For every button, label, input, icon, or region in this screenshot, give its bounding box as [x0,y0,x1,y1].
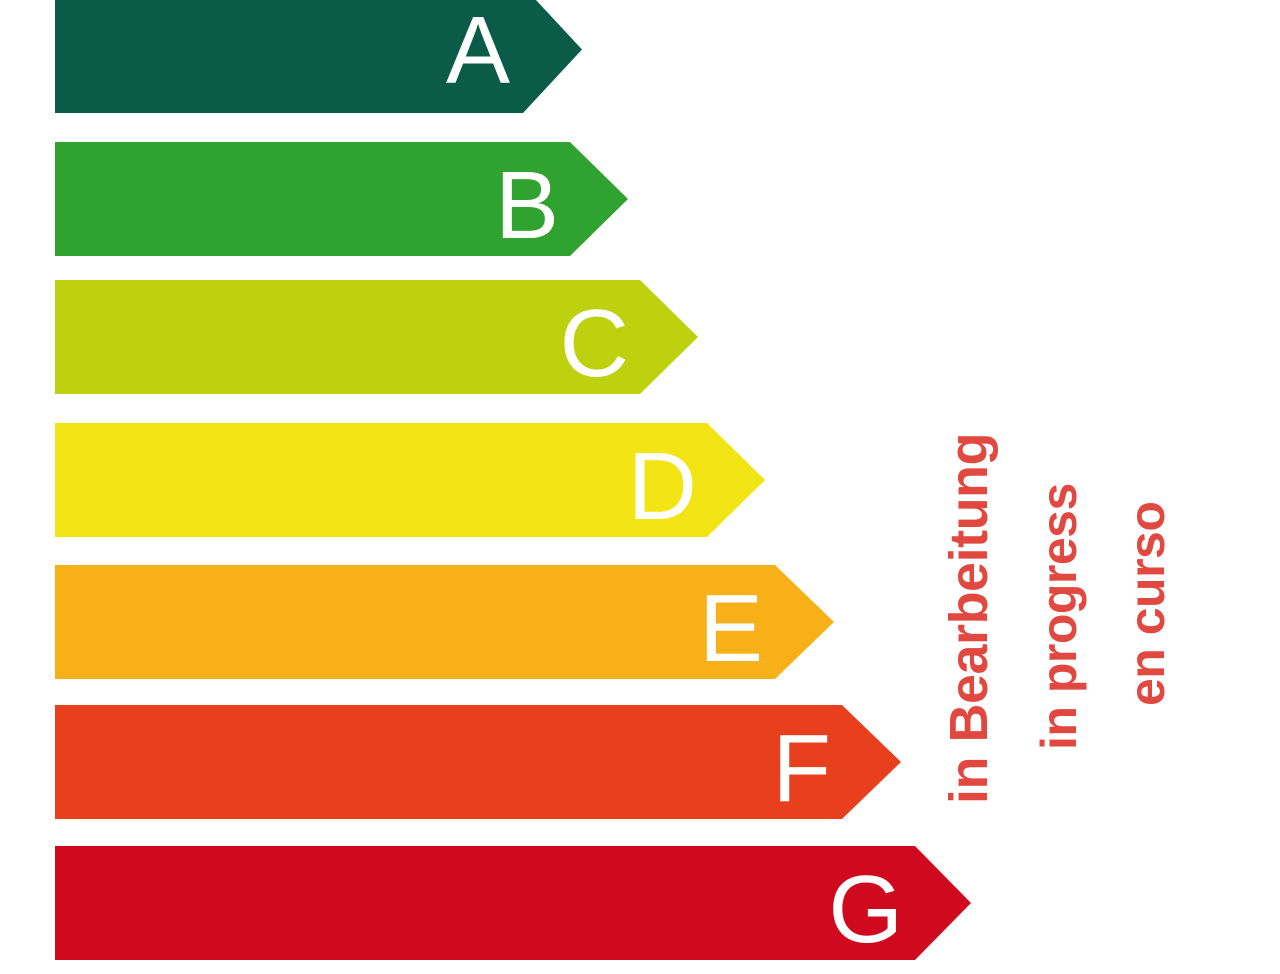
energy-bar-f-letter: F [772,715,831,822]
energy-bar-e-shape [55,565,834,679]
energy-bar-c-letter: C [560,290,629,397]
energy-bar-b-letter: B [495,152,559,259]
energy-bar-f-shape [55,705,901,819]
status-note-german: in Bearbeitung [939,432,999,804]
energy-bar-a: A [55,0,585,113]
energy-bar-g-letter: G [828,856,903,963]
energy-bar-c: C [55,280,703,397]
energy-bar-g-shape [55,846,971,960]
energy-bar-e: E [55,565,839,682]
status-note-spanish: en curso [1119,501,1175,706]
energy-bar-d: D [55,423,770,540]
energy-bar-e-letter: E [699,575,763,682]
status-note-english: in progress [1031,483,1087,750]
energy-bar-d-letter: D [628,433,697,540]
energy-bar-b-shape [55,142,628,256]
energy-bar-g: G [55,846,976,974]
energy-bar-b: B [55,142,633,259]
energy-bar-c-shape [55,280,698,394]
energy-bar-d-shape [55,423,765,537]
energy-bar-a-shape [55,0,582,113]
energy-bar-a-letter: A [446,0,510,104]
energy-bar-f: F [55,705,906,822]
